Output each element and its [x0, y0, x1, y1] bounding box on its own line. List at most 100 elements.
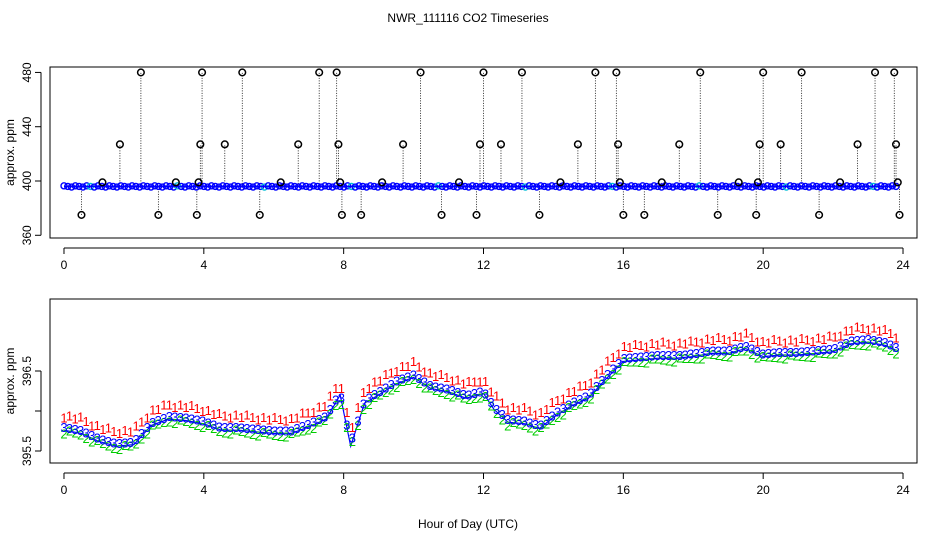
series-2-marker: 2: [199, 420, 206, 435]
y-tick-label: 396.5: [20, 356, 34, 386]
spike-point: [815, 210, 824, 219]
series-2-marker: 2: [532, 424, 539, 439]
series-2-marker: 2: [471, 391, 478, 406]
series-3-marker: 3: [88, 428, 95, 443]
series-1-marker: 1: [854, 320, 861, 335]
series-2-marker: 2: [188, 416, 195, 431]
series-2-marker: 2: [626, 354, 633, 369]
series-1-marker: 1: [859, 321, 866, 336]
series-3-marker: 3: [715, 343, 722, 358]
spike-point: [612, 68, 621, 77]
series-2-marker: 2: [476, 391, 483, 406]
series-3-marker: 3: [60, 420, 67, 435]
y-tick-label: 400: [20, 171, 34, 191]
series-1-marker: 1: [110, 424, 117, 439]
series-3-marker: 3: [393, 373, 400, 388]
spike-point: [734, 178, 743, 187]
series-2-marker: 2: [859, 338, 866, 353]
series-2-marker: 2: [421, 381, 428, 396]
series-1-marker: 1: [781, 335, 788, 350]
series-1-marker: 1: [682, 337, 689, 352]
series-2-marker: 2: [166, 414, 173, 429]
series-1-marker: 1: [121, 423, 128, 438]
series-2-marker: 2: [216, 424, 223, 439]
series-1-marker: 1: [255, 412, 262, 427]
series-3-marker: 3: [277, 423, 284, 438]
series-1-marker: 1: [865, 323, 872, 338]
series-3-marker: 3: [249, 421, 256, 436]
series-1-marker: 1: [149, 402, 156, 417]
series-3-marker: 3: [499, 407, 506, 422]
spike-point: [675, 140, 684, 149]
series-3-marker: 3: [432, 379, 439, 394]
series-2-marker: 2: [132, 437, 139, 452]
series-1-marker: 1: [71, 412, 78, 427]
series-3-marker: 3: [338, 391, 345, 406]
series-1-marker: 1: [249, 410, 256, 425]
series-3-marker: 3: [177, 410, 184, 425]
series-3-marker: 3: [66, 421, 73, 436]
series-2-marker: 2: [193, 418, 200, 433]
series-3-marker: 3: [121, 435, 128, 450]
series-3-marker: 3: [332, 392, 339, 407]
series-2-marker: 2: [382, 385, 389, 400]
series-3-marker: 3: [271, 423, 278, 438]
series-1-marker: 1: [293, 411, 300, 426]
series-3-marker: 3: [426, 378, 433, 393]
series-2-marker: 2: [842, 338, 849, 353]
series-3-marker: 3: [238, 420, 245, 435]
series-1-marker: 1: [260, 410, 267, 425]
spike-point: [696, 68, 705, 77]
x-tick-label: 4: [200, 483, 207, 497]
series-2-marker: 2: [327, 406, 334, 421]
series-2-marker: 2: [515, 417, 522, 432]
spike-point: [657, 178, 666, 187]
series-3-marker: 3: [388, 377, 395, 392]
co2-series-line: [63, 341, 897, 449]
x-tick-label: 24: [896, 483, 910, 497]
series-1-marker: 1: [338, 381, 345, 396]
series-3-marker: 3: [793, 345, 800, 360]
series-3-marker: 3: [842, 336, 849, 351]
spike-point: [753, 178, 762, 187]
series-3-marker: 3: [671, 348, 678, 363]
bottom-panel: 1231231231231231231231231231231231231231…: [3, 298, 918, 497]
series-2-marker: 2: [221, 426, 228, 441]
series-1-marker: 1: [554, 393, 561, 408]
series-3-marker: 3: [260, 422, 267, 437]
series-1-marker: 1: [399, 359, 406, 374]
series-3-marker: 3: [199, 414, 206, 429]
series-2-marker: 2: [88, 434, 95, 449]
spike-point: [255, 210, 264, 219]
series-3-marker: 3: [504, 412, 511, 427]
spike-point: [890, 68, 899, 77]
series-2-marker: 2: [654, 352, 661, 367]
series-1-marker: 1: [310, 405, 317, 420]
series-1-marker: 1: [654, 338, 661, 353]
series-3-marker: 3: [149, 415, 156, 430]
series-2-marker: 2: [288, 426, 295, 441]
series-1-marker: 1: [637, 338, 644, 353]
series-2-marker: 2: [676, 350, 683, 365]
series-1-marker: 1: [388, 365, 395, 380]
spike-point: [115, 140, 124, 149]
series-2-marker: 2: [648, 351, 655, 366]
series-3-marker: 3: [709, 343, 716, 358]
series-1-marker: 1: [449, 373, 456, 388]
series-2-marker: 2: [482, 389, 489, 404]
series-2-marker: 2: [704, 346, 711, 361]
series-1-marker: 1: [837, 329, 844, 344]
series-3-marker: 3: [720, 343, 727, 358]
series-1-marker: 1: [116, 426, 123, 441]
series-3-marker: 3: [554, 405, 561, 420]
series-1-marker: 1: [426, 365, 433, 380]
series-3-marker: 3: [371, 387, 378, 402]
series-1-marker: 1: [94, 418, 101, 433]
series-3-marker: 3: [282, 423, 289, 438]
x-tick-label: 0: [61, 258, 68, 272]
x-tick-label: 20: [756, 258, 770, 272]
series-2-marker: 2: [443, 387, 450, 402]
series-2-marker: 2: [793, 348, 800, 363]
series-3-marker: 3: [770, 346, 777, 361]
series-2-marker: 2: [815, 346, 822, 361]
